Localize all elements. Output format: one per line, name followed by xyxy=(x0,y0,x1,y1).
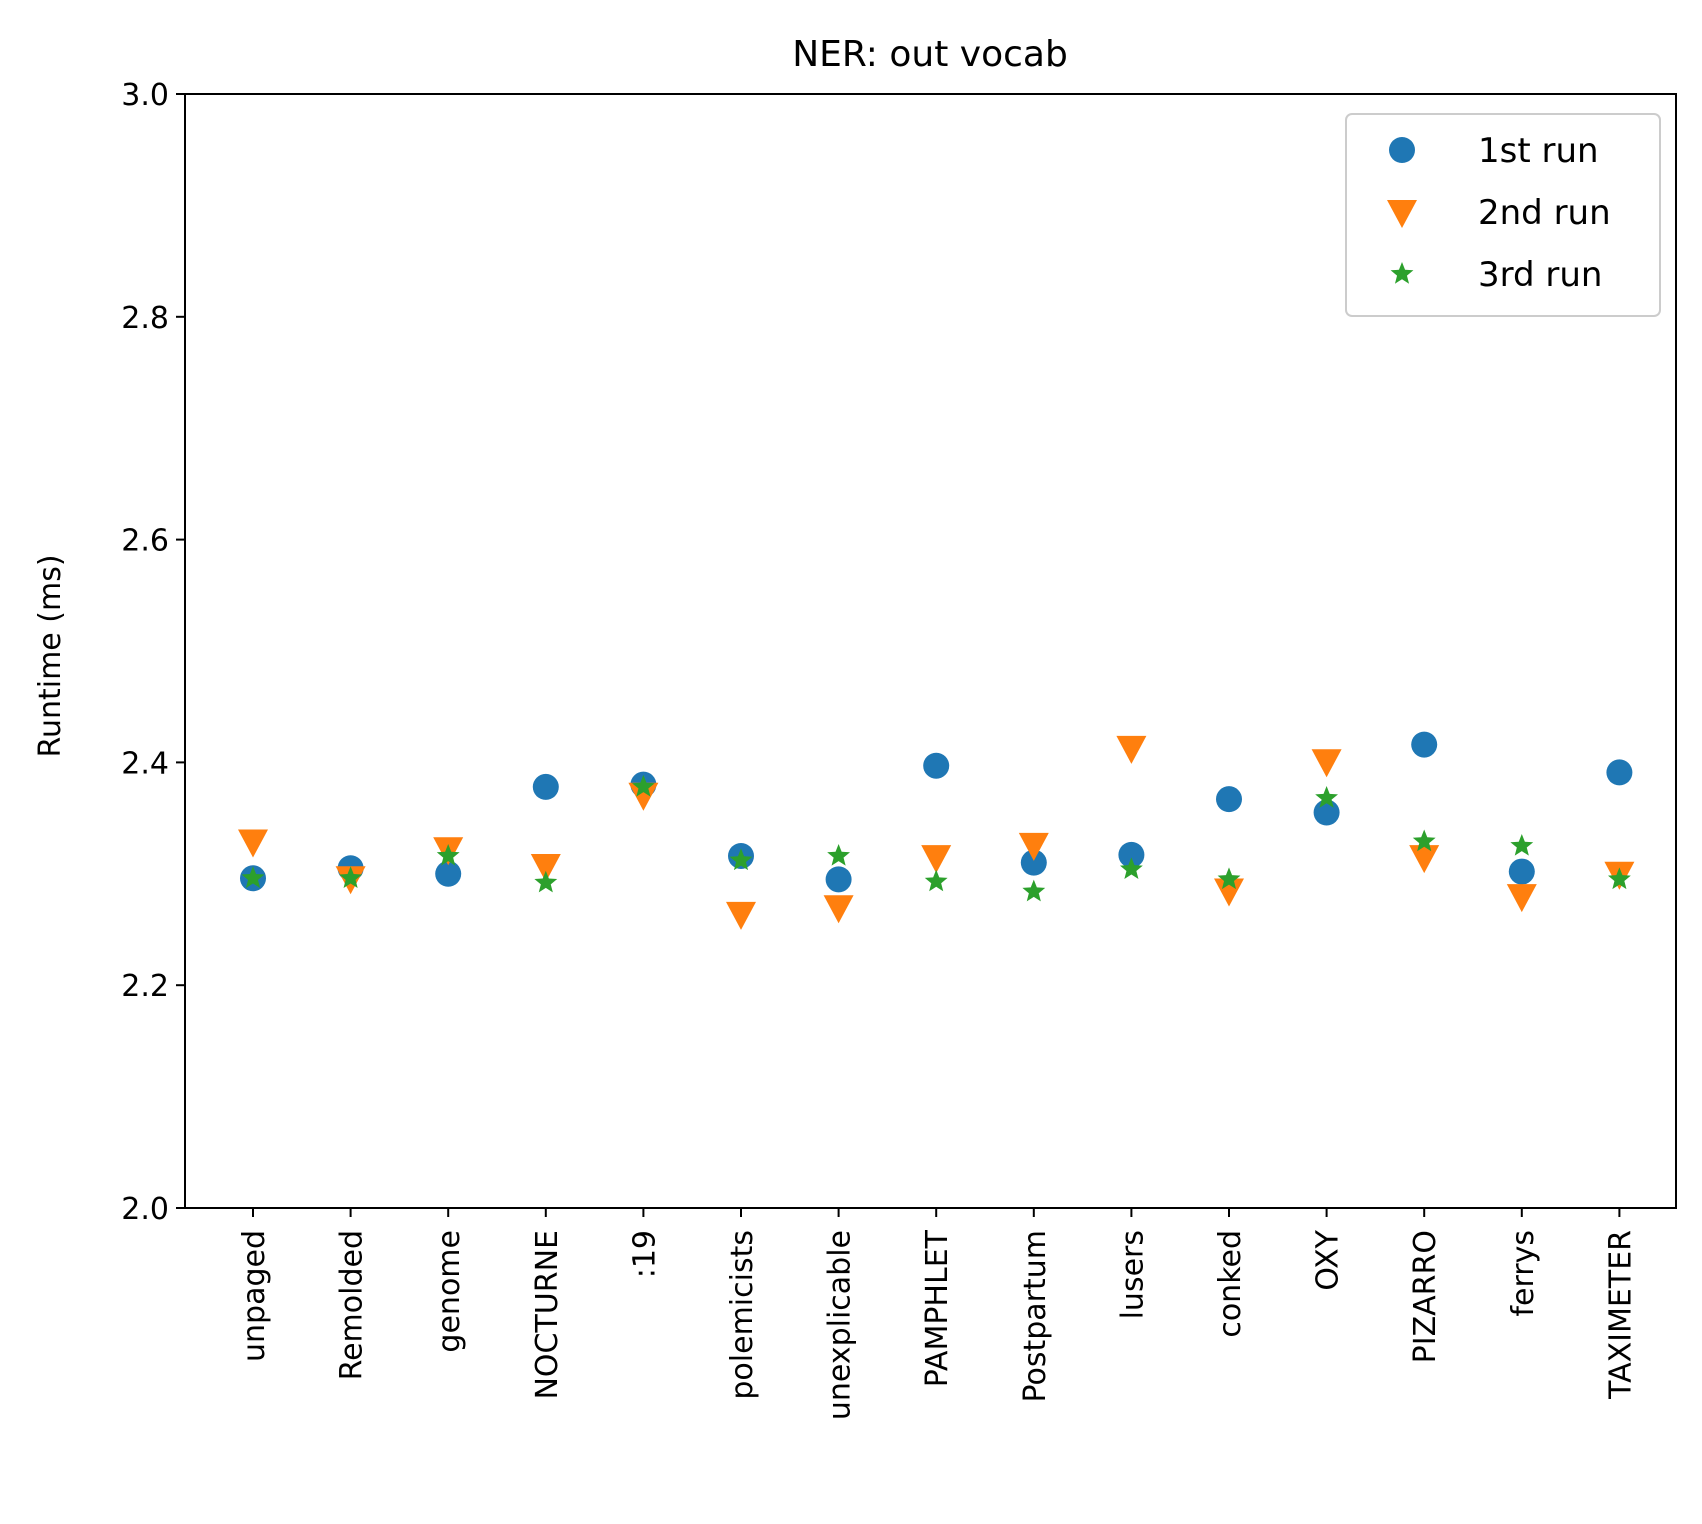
data-point xyxy=(435,860,462,887)
y-axis-label: Runtime (ms) xyxy=(33,554,68,757)
x-tick-label: conked xyxy=(1213,1230,1248,1338)
x-tick-label: NOCTURNE xyxy=(530,1230,565,1400)
y-tick-label: 2.8 xyxy=(121,301,169,336)
data-point xyxy=(628,782,659,811)
x-tick-label: OXY xyxy=(1311,1229,1346,1290)
data-point xyxy=(1607,867,1631,890)
data-point xyxy=(827,843,851,866)
x-tick-label: unexplicable xyxy=(823,1230,858,1420)
data-point xyxy=(436,843,460,866)
y-tick-label: 2.6 xyxy=(121,524,169,559)
data-point xyxy=(1118,841,1145,868)
data-point xyxy=(1214,878,1244,907)
y-tick-label: 2.4 xyxy=(121,746,169,781)
legend-marker xyxy=(1390,262,1414,284)
legend-marker xyxy=(1389,137,1415,163)
data-point xyxy=(1216,786,1242,813)
y-tick-label: 2.0 xyxy=(121,1192,169,1227)
data-point xyxy=(532,773,559,800)
data-point xyxy=(1411,731,1438,758)
data-point xyxy=(921,845,952,874)
data-point xyxy=(1409,845,1440,874)
x-tick-label: genome xyxy=(432,1230,467,1353)
data-point xyxy=(1506,884,1537,913)
data-point xyxy=(1412,829,1436,852)
data-point xyxy=(534,870,558,893)
data-point xyxy=(1508,858,1535,885)
data-point xyxy=(726,901,756,930)
x-tick-label: lusers xyxy=(1115,1230,1150,1319)
data-point xyxy=(631,774,655,797)
data-point xyxy=(241,866,265,888)
data-point xyxy=(1022,879,1046,902)
data-point xyxy=(238,829,268,858)
x-tick-label: polemicists xyxy=(725,1230,760,1400)
y-tick-label: 2.2 xyxy=(121,969,169,1004)
legend-label: 2nd run xyxy=(1478,193,1611,233)
data-point xyxy=(923,752,950,779)
legend-label: 3rd run xyxy=(1478,255,1602,295)
x-tick-label: unpaged xyxy=(237,1230,272,1362)
data-points xyxy=(238,731,1635,930)
data-point xyxy=(823,895,854,924)
x-tick-label: PAMPHLET xyxy=(920,1229,955,1387)
x-tick-label: PIZARRO xyxy=(1408,1230,1443,1363)
data-point xyxy=(1020,849,1047,876)
legend-marker xyxy=(1387,200,1417,228)
x-tick-label: Postpartum xyxy=(1018,1230,1053,1403)
data-point xyxy=(1119,857,1143,880)
x-tick-label: :19 xyxy=(627,1230,662,1278)
data-point xyxy=(1510,833,1534,856)
legend-label: 1st run xyxy=(1478,131,1599,171)
chart-title: NER: out vocab xyxy=(792,34,1068,75)
x-tick-label: Remolded xyxy=(335,1230,370,1380)
x-axis-ticks: unpaged Remolded genome NOCTURNE :19 polemici… xyxy=(237,1208,1638,1420)
x-tick-label: TAXIMETER xyxy=(1603,1230,1638,1400)
legend: 1st run 2nd run 3rd run xyxy=(1345,113,1661,317)
data-point xyxy=(729,848,753,871)
legend-box xyxy=(1345,113,1661,317)
data-point xyxy=(1311,749,1342,778)
legend-items: 1st run 2nd run 3rd run xyxy=(1387,131,1611,295)
data-point xyxy=(825,866,852,893)
plot-frame xyxy=(184,93,1677,1209)
series-3-points xyxy=(241,774,1631,902)
y-axis-ticks: 2.0 2.2 2.4 2.6 2.8 3.0 xyxy=(121,78,185,1227)
data-point xyxy=(924,869,948,892)
x-tick-label: ferrys xyxy=(1506,1230,1541,1317)
data-point xyxy=(1217,867,1241,890)
data-point xyxy=(1315,786,1339,808)
series-2-points xyxy=(238,735,1635,930)
data-point xyxy=(1606,759,1633,786)
data-point xyxy=(530,854,561,883)
data-point xyxy=(339,866,363,888)
data-point xyxy=(1313,799,1340,826)
y-tick-label: 3.0 xyxy=(121,78,169,113)
data-point xyxy=(1116,735,1147,764)
data-point xyxy=(1018,832,1049,861)
